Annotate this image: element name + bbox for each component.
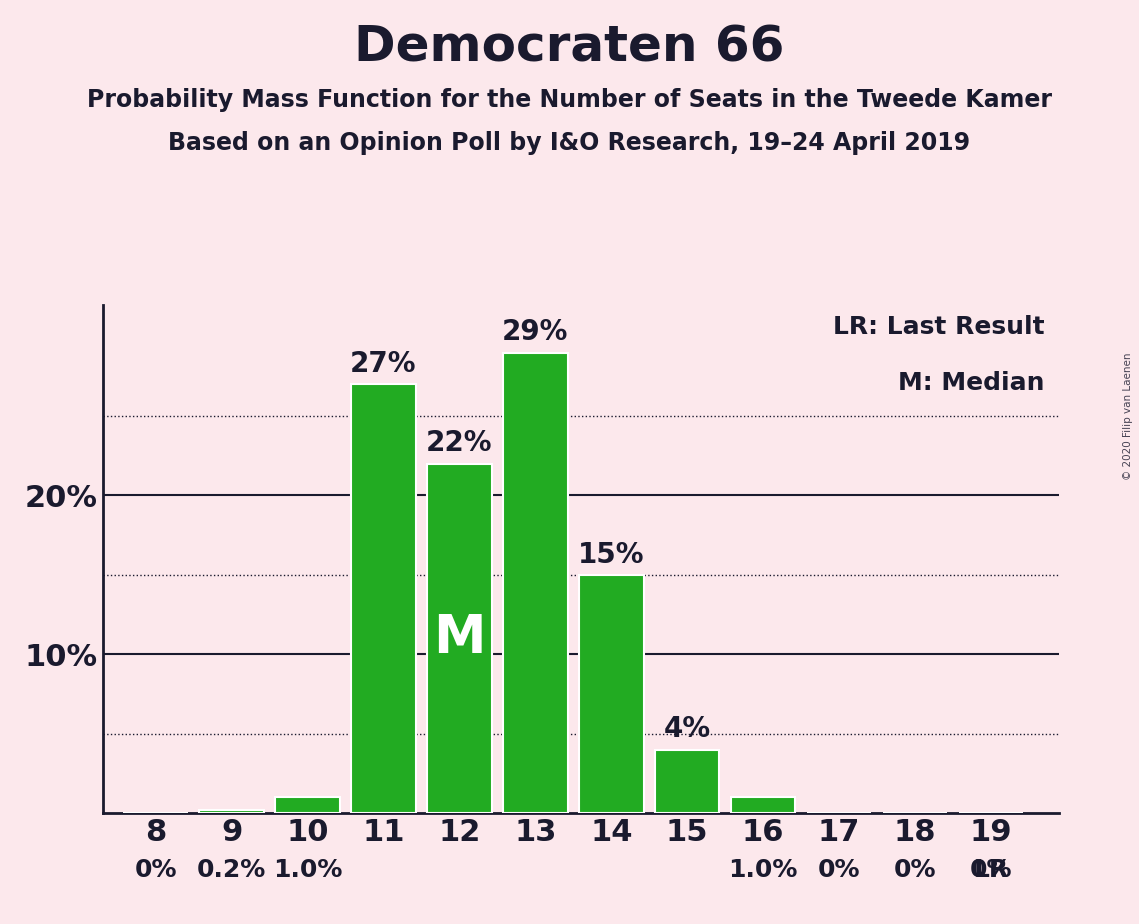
Text: © 2020 Filip van Laenen: © 2020 Filip van Laenen (1123, 352, 1133, 480)
Text: 0.2%: 0.2% (197, 857, 267, 881)
Text: LR: Last Result: LR: Last Result (834, 315, 1044, 339)
Text: M: Median: M: Median (899, 371, 1044, 395)
Text: 1.0%: 1.0% (273, 857, 342, 881)
Text: Democraten 66: Democraten 66 (354, 23, 785, 71)
Text: Probability Mass Function for the Number of Seats in the Tweede Kamer: Probability Mass Function for the Number… (87, 88, 1052, 112)
Bar (276, 797, 339, 813)
Text: 4%: 4% (664, 715, 711, 743)
Text: LR: LR (974, 857, 1008, 881)
Text: 29%: 29% (502, 318, 568, 346)
Bar (427, 464, 492, 813)
Text: 1.0%: 1.0% (729, 857, 797, 881)
Text: M: M (433, 613, 485, 664)
Text: 0%: 0% (969, 857, 1013, 881)
Text: 15%: 15% (577, 541, 645, 568)
Text: 22%: 22% (426, 430, 493, 457)
Text: 0%: 0% (134, 857, 177, 881)
Bar (579, 575, 644, 813)
Bar (655, 749, 720, 813)
Bar (199, 810, 264, 813)
Text: 27%: 27% (350, 350, 417, 378)
Bar (731, 797, 795, 813)
Text: Based on an Opinion Poll by I&O Research, 19–24 April 2019: Based on an Opinion Poll by I&O Research… (169, 131, 970, 155)
Text: 0%: 0% (894, 857, 936, 881)
Bar (503, 353, 567, 813)
Bar (351, 384, 416, 813)
Text: 0%: 0% (818, 857, 860, 881)
